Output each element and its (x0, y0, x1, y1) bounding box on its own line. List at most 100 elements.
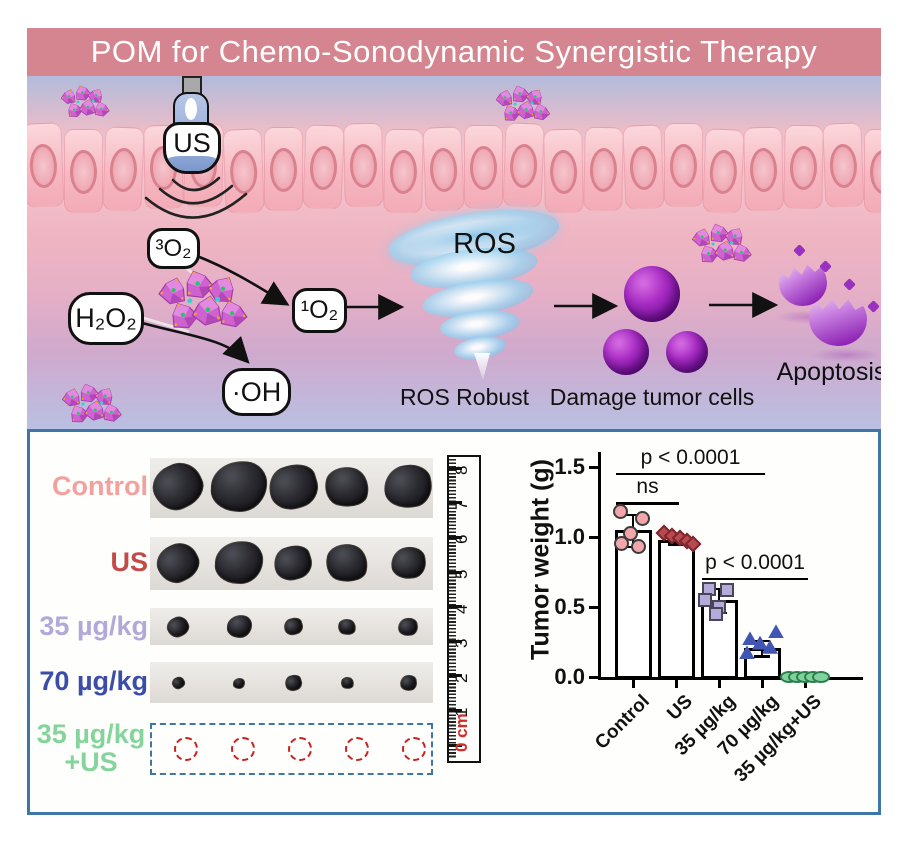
cell-layer (27, 122, 881, 214)
tumor-specimen (321, 462, 373, 511)
tumor-specimen (169, 674, 187, 692)
tumor-specimen (263, 458, 323, 515)
ruler: 0 cm 1 2 3 4 5 6 7 8 (447, 455, 481, 763)
cell-nucleus-icon (470, 146, 497, 190)
y-tick (589, 606, 601, 609)
tumor-specimen (380, 461, 436, 512)
tumor-specimen (339, 675, 355, 691)
ruler-number: 5 (452, 569, 471, 579)
molecule-triplet-oxygen: ³O₂ (147, 228, 200, 269)
ruler-tick (449, 605, 462, 609)
tumor-cell-icon (603, 329, 649, 375)
x-tick (632, 680, 635, 688)
significance-label: ns (636, 475, 659, 498)
molecule-hydrogen-peroxide: H₂O₂ (68, 292, 144, 345)
group-label: 35 µg/kg (39, 611, 148, 641)
data-point (720, 583, 734, 598)
data-point (812, 671, 830, 683)
ros-label: ROS (453, 228, 516, 260)
ruler-number: 3 (452, 638, 471, 649)
ultrasound-waves-icon (144, 176, 248, 219)
tumor-cell-icon (624, 266, 680, 322)
tumor-specimen (282, 672, 304, 693)
probe-emitter-icon (166, 156, 218, 171)
ruler-number: 0 cm (452, 713, 471, 752)
molecule-singlet-oxygen: ¹O₂ (292, 288, 347, 333)
tumor-specimen (281, 615, 305, 638)
group-label: US (110, 547, 148, 577)
tumor-specimen (213, 538, 265, 586)
no-tumor-marker (288, 737, 312, 761)
tumor-specimen (145, 455, 211, 518)
epithelial-cell-icon (664, 123, 703, 207)
ruler-tick (449, 501, 462, 505)
epithelial-cell-icon (464, 125, 503, 209)
pom-molecule-icon (691, 221, 752, 265)
tumor-specimen (209, 459, 269, 514)
mechanism-illustration: US ³O₂ H₂O₂ ¹O₂ ·OH ROS ROS Robust Damag… (27, 76, 881, 429)
group-label: 35 µg/kg +US (36, 719, 146, 777)
y-tick-label: 1.0 (554, 524, 585, 549)
y-tick-label: 1.5 (554, 454, 585, 479)
epithelial-cell-icon (64, 129, 103, 213)
tumor-cell-icon (666, 331, 708, 373)
y-tick (589, 536, 601, 539)
y-axis (598, 452, 601, 680)
error-cap (754, 655, 770, 658)
significance-line (616, 472, 765, 476)
tumor-specimen (336, 616, 358, 637)
ruler-tick (449, 674, 462, 678)
group-label: 70 µg/kg (39, 666, 148, 696)
no-tumor-marker (345, 737, 369, 761)
data-point (698, 593, 712, 607)
epithelial-cell-icon (264, 127, 303, 211)
ruler-tick (449, 639, 462, 643)
pom-molecule-icon (61, 381, 122, 425)
tumor-photo-strip (150, 608, 433, 645)
tumor-specimen (150, 536, 206, 589)
y-tick (589, 676, 601, 679)
tumor-specimen (232, 677, 246, 689)
tumor-specimen (388, 544, 428, 582)
error-cap (711, 587, 727, 591)
significance-label: p < 0.0001 (640, 445, 741, 469)
tumor-specimen (398, 673, 418, 692)
significance-line (702, 577, 808, 581)
data-point (709, 607, 723, 621)
pom-molecule-icon (495, 83, 551, 123)
no-tumor-marker (402, 737, 426, 761)
tumor-specimen (396, 616, 420, 638)
significance-line (616, 502, 679, 505)
apoptosis-caption: Apoptosis (776, 358, 881, 386)
ruler-number: 2 (452, 673, 471, 683)
tumor-specimen (225, 614, 253, 639)
cell-nucleus-icon (270, 148, 297, 192)
tumor-photo-strip (145, 455, 436, 518)
data-point (768, 624, 784, 639)
results-panel: Control US 35 µg/kg 70 µg/kg 35 µg/kg +US 0 … (27, 429, 881, 815)
data-point (631, 538, 646, 554)
reaction-arrows (138, 254, 779, 364)
error-cap (625, 513, 641, 517)
tumor-photo-strip (150, 536, 433, 590)
molecule-hydroxyl-radical: ·OH (222, 368, 291, 416)
ruler-number: 6 (452, 534, 471, 545)
pom-molecule-icon (157, 267, 248, 333)
tumor-specimen (322, 539, 372, 586)
ruler-number: 7 (452, 500, 471, 510)
data-point (742, 631, 758, 646)
probe-label: US (173, 128, 211, 158)
tumor-photo-strip (150, 662, 433, 703)
ruler-number: 1 (452, 707, 471, 718)
data-point (635, 510, 650, 526)
ruler-number: 4 (452, 604, 471, 614)
y-tick-label: 0.5 (554, 594, 585, 619)
tumor-weight-chart: Tumor weight (g) 0.0 0.5 1.0 1.5 Control US 35 … (498, 440, 882, 814)
ruler-tick (449, 466, 462, 470)
data-point (613, 503, 628, 519)
ruler-number: 8 (452, 465, 471, 476)
dashed-outline-box (150, 723, 433, 775)
reflection (811, 348, 881, 362)
tumor-specimen (269, 540, 317, 585)
